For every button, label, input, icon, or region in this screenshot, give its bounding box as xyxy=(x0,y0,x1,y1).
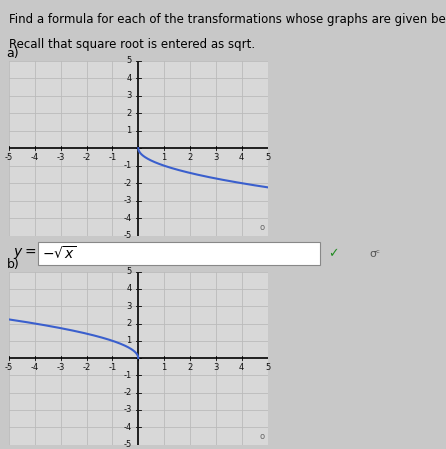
Text: -2: -2 xyxy=(83,363,91,372)
Text: σᶜ: σᶜ xyxy=(370,249,381,259)
Text: -3: -3 xyxy=(124,405,132,414)
Text: 2: 2 xyxy=(187,363,193,372)
Text: o: o xyxy=(260,223,265,232)
Text: 1: 1 xyxy=(161,154,167,163)
Text: -2: -2 xyxy=(124,179,132,188)
Text: 5: 5 xyxy=(127,267,132,276)
Text: a): a) xyxy=(7,47,19,60)
Text: 4: 4 xyxy=(127,284,132,294)
Text: b): b) xyxy=(7,258,20,271)
Text: -4: -4 xyxy=(31,363,39,372)
Text: 1: 1 xyxy=(127,126,132,135)
Text: -4: -4 xyxy=(31,154,39,163)
Text: -1: -1 xyxy=(108,154,116,163)
Text: -2: -2 xyxy=(83,154,91,163)
Text: -5: -5 xyxy=(124,440,132,449)
FancyBboxPatch shape xyxy=(38,242,320,265)
Text: $-\sqrt{x}$: $-\sqrt{x}$ xyxy=(42,245,76,262)
Text: 2: 2 xyxy=(187,154,193,163)
Text: 4: 4 xyxy=(239,363,244,372)
Text: 3: 3 xyxy=(126,302,132,311)
Text: 5: 5 xyxy=(127,56,132,65)
Text: 4: 4 xyxy=(127,74,132,83)
Text: o: o xyxy=(260,432,265,441)
Text: 4: 4 xyxy=(239,154,244,163)
Text: 3: 3 xyxy=(126,91,132,100)
Text: 5: 5 xyxy=(265,154,270,163)
Text: -5: -5 xyxy=(5,154,13,163)
Text: 3: 3 xyxy=(213,363,219,372)
Text: -3: -3 xyxy=(57,363,65,372)
Text: 2: 2 xyxy=(127,109,132,118)
Text: 2: 2 xyxy=(127,319,132,328)
Text: -1: -1 xyxy=(108,363,116,372)
Text: -1: -1 xyxy=(124,371,132,380)
Text: -5: -5 xyxy=(124,231,132,240)
Text: 1: 1 xyxy=(127,336,132,345)
Text: -5: -5 xyxy=(5,363,13,372)
Text: 3: 3 xyxy=(213,154,219,163)
Text: -2: -2 xyxy=(124,388,132,397)
Text: 1: 1 xyxy=(161,363,167,372)
Text: -3: -3 xyxy=(124,196,132,205)
Text: ✓: ✓ xyxy=(328,247,339,260)
Text: $y =$: $y =$ xyxy=(13,246,37,261)
Text: -4: -4 xyxy=(124,214,132,223)
Text: -4: -4 xyxy=(124,423,132,432)
Text: -1: -1 xyxy=(124,161,132,170)
Text: Find a formula for each of the transformations whose graphs are given below.: Find a formula for each of the transform… xyxy=(9,13,446,26)
Text: Recall that square root is entered as sqrt.: Recall that square root is entered as sq… xyxy=(9,38,255,51)
Text: 5: 5 xyxy=(265,363,270,372)
Text: -3: -3 xyxy=(57,154,65,163)
